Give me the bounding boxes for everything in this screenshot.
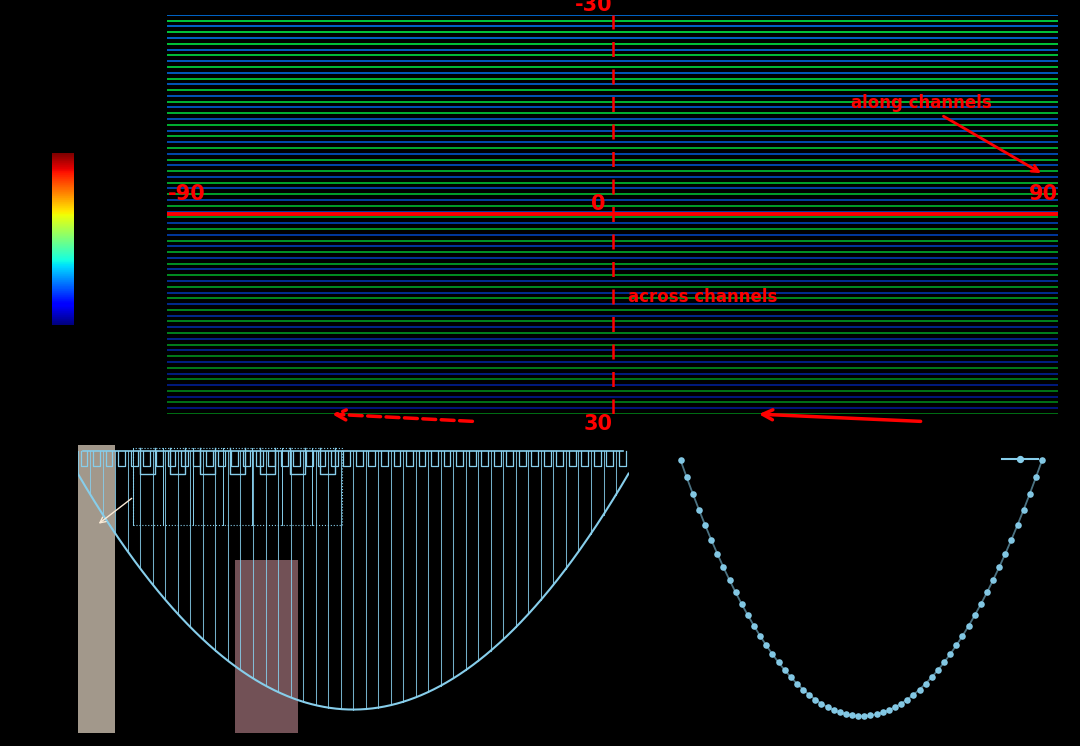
- Point: [777, 664, 794, 676]
- Point: [740, 609, 757, 621]
- Point: [690, 504, 707, 515]
- Text: across channels: across channels: [627, 288, 778, 306]
- Bar: [234, 560, 298, 733]
- Point: [800, 689, 818, 700]
- Point: [874, 706, 891, 718]
- Point: [795, 683, 812, 695]
- Point: [997, 548, 1014, 560]
- Point: [892, 698, 909, 709]
- Point: [764, 648, 781, 660]
- Point: [954, 630, 971, 642]
- Point: [782, 671, 799, 683]
- Point: [910, 683, 928, 695]
- Point: [880, 704, 897, 716]
- Point: [837, 708, 854, 720]
- Text: along channels: along channels: [851, 94, 1039, 172]
- Point: [862, 709, 879, 721]
- Point: [850, 710, 867, 722]
- Point: [978, 586, 996, 598]
- Point: [745, 620, 762, 632]
- Point: [1009, 519, 1026, 531]
- Point: [813, 698, 831, 709]
- Point: [1027, 471, 1044, 483]
- Point: [887, 701, 904, 713]
- Point: [832, 706, 849, 718]
- Point: [972, 598, 989, 610]
- Point: [752, 630, 769, 642]
- Point: [672, 454, 689, 466]
- Point: [702, 533, 719, 545]
- Point: [990, 561, 1008, 573]
- Point: [819, 701, 836, 713]
- Point: [1034, 454, 1051, 466]
- Point: [807, 694, 824, 706]
- Point: [855, 710, 873, 722]
- Point: [935, 656, 953, 668]
- Point: [1012, 453, 1029, 465]
- Text: 30: 30: [584, 414, 613, 434]
- Text: 90: 90: [1029, 184, 1058, 204]
- Point: [727, 586, 744, 598]
- Point: [678, 471, 696, 483]
- Point: [721, 574, 739, 586]
- Point: [947, 639, 964, 651]
- Point: [825, 704, 842, 716]
- Point: [733, 598, 751, 610]
- Point: [929, 664, 946, 676]
- Text: -30: -30: [576, 0, 613, 15]
- Point: [1022, 488, 1039, 500]
- Point: [960, 620, 977, 632]
- Text: -90: -90: [167, 184, 205, 204]
- Point: [966, 609, 983, 621]
- Point: [868, 708, 886, 720]
- Point: [917, 677, 934, 689]
- Bar: [78, 445, 116, 733]
- Point: [697, 519, 714, 531]
- Point: [1015, 504, 1032, 515]
- Point: [1003, 533, 1021, 545]
- Point: [923, 671, 941, 683]
- Point: [788, 677, 806, 689]
- Point: [715, 561, 732, 573]
- Point: [758, 639, 775, 651]
- Point: [942, 648, 959, 660]
- Point: [843, 709, 861, 721]
- Point: [984, 574, 1001, 586]
- Point: [899, 694, 916, 706]
- Point: [770, 656, 787, 668]
- Text: 0: 0: [591, 195, 606, 214]
- Point: [708, 548, 726, 560]
- Point: [684, 488, 701, 500]
- Point: [905, 689, 922, 700]
